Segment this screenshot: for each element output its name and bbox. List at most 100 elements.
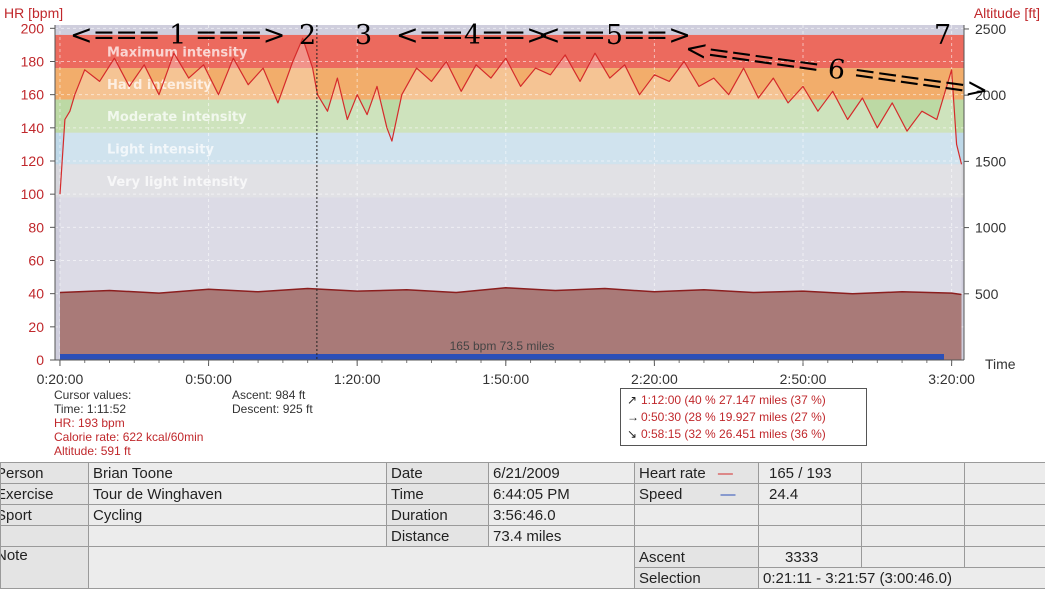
duration-label: Duration: [386, 504, 489, 526]
empty-cell: [964, 525, 1045, 547]
annotation-3: 3: [355, 20, 372, 51]
hr-altitude-chart[interactable]: Maximum intensity Hard intensity Moderate …: [0, 0, 1045, 462]
descent-value: Descent: 925 ft: [232, 402, 313, 416]
left-tick-label: 160: [21, 87, 45, 103]
zone-band-4: [55, 164, 964, 198]
time-label: Time: [386, 483, 489, 505]
arrow-down-right-icon: ↘: [627, 427, 638, 441]
empty-cell: [88, 525, 387, 547]
left-tick-label: 200: [21, 20, 45, 36]
left-tick-label: 140: [21, 120, 45, 136]
x-tick-label: 2:20:00: [631, 371, 678, 387]
x-tick-label: 0:20:00: [37, 371, 84, 387]
center-summary-label: 165 bpm 73.5 miles: [450, 339, 555, 353]
ascent-label: Ascent: [634, 546, 759, 568]
empty-cell: [861, 483, 965, 505]
zone-label-3: Light intensity: [107, 143, 214, 158]
time-value[interactable]: 6:44:05 PM: [488, 483, 635, 505]
zone-band-0: [55, 34, 964, 69]
empty-cell: [964, 462, 1045, 484]
zone-band-2: [55, 99, 964, 133]
selection-uphill-row: ↗ 1:12:00 (40 % 27.147 miles (37 %): [627, 392, 866, 409]
empty-cell: [634, 525, 759, 547]
selection-label: Selection: [634, 567, 759, 589]
x-axis-title: Time: [985, 356, 1016, 372]
exercise-label: Exercise: [0, 483, 89, 505]
empty-cell: [758, 504, 862, 526]
zone-label-2: Moderate intensity: [107, 110, 247, 125]
duration-value[interactable]: 3:56:46.0: [488, 504, 635, 526]
cursor-title: Cursor values:: [54, 388, 132, 402]
heart-rate-legend-icon: —: [717, 464, 733, 482]
left-tick-label: 80: [28, 219, 44, 235]
selection-flat-text: 0:50:30 (28 % 19.927 miles (27 %): [641, 410, 826, 424]
heart-rate-value: 165 / 193: [758, 462, 862, 484]
left-tick-label: 100: [21, 186, 45, 202]
empty-cell: [964, 504, 1045, 526]
empty-cell: [861, 525, 965, 547]
x-tick-label: 1:50:00: [482, 371, 529, 387]
selection-range-bar[interactable]: [60, 354, 944, 360]
zone-label-1: Hard intensity: [107, 78, 212, 93]
right-tick-label: 2000: [975, 87, 1006, 103]
table-row: Note Ascent 3333: [0, 546, 1045, 589]
x-tick-label: 2:50:00: [780, 371, 827, 387]
date-value[interactable]: 6/21/2009: [488, 462, 635, 484]
ascent-table-value: 3333: [758, 546, 862, 568]
empty-cell: [861, 504, 965, 526]
left-tick-label: 0: [36, 352, 44, 368]
sport-label: Sport: [0, 504, 89, 526]
table-row: Exercise Tour de Winghaven Time 6:44:05 …: [0, 483, 1045, 505]
exercise-value[interactable]: Tour de Winghaven: [88, 483, 387, 505]
table-row: Distance 73.4 miles: [0, 525, 1045, 547]
cursor-time: Time: 1:11:52: [54, 402, 127, 416]
selection-downhill-row: ↘ 0:58:15 (32 % 26.451 miles (36 %): [627, 426, 866, 443]
date-label: Date: [386, 462, 489, 484]
climb-panel: Ascent: 984 ft Descent: 925 ft: [232, 388, 313, 416]
right-tick-label: 1000: [975, 220, 1006, 236]
distance-value[interactable]: 73.4 miles: [488, 525, 635, 547]
left-tick-label: 120: [21, 153, 45, 169]
cursor-hr: HR: 193 bpm: [54, 416, 125, 430]
left-tick-label: 180: [21, 53, 45, 69]
note-value[interactable]: [88, 546, 635, 589]
empty-cell: [964, 546, 1045, 568]
table-row: Person Brian Toone Date 6/21/2009 Heart …: [0, 462, 1045, 484]
cursor-values-panel: Cursor values: Time: 1:11:52 HR: 193 bpm…: [54, 388, 203, 458]
table-row: Selection 0:21:11 - 3:21:57 (3:00:46.0): [1, 567, 1045, 589]
left-tick-label: 60: [28, 252, 44, 268]
empty-cell: [634, 504, 759, 526]
selection-downhill-text: 0:58:15 (32 % 26.451 miles (36 %): [641, 427, 826, 441]
zone-label-0: Maximum intensity: [107, 46, 248, 61]
annotation-7: 7: [934, 20, 951, 51]
distance-label: Distance: [386, 525, 489, 547]
empty-cell: [861, 546, 965, 568]
cursor-calorie-rate: Calorie rate: 622 kcal/60min: [54, 430, 204, 444]
sport-value[interactable]: Cycling: [88, 504, 387, 526]
altitude-line: [59, 287, 962, 296]
selection-value: 0:21:11 - 3:21:57 (3:00:46.0): [758, 567, 1045, 589]
annotation-4: <==4==>: [396, 20, 549, 51]
zone-band-3: [55, 132, 964, 165]
heart-rate-area: [60, 38, 962, 360]
empty-cell: [861, 462, 965, 484]
selection-uphill-text: 1:12:00 (40 % 27.147 miles (37 %): [641, 393, 826, 407]
heart-rate-line: [59, 37, 963, 195]
speed-label: Speed —: [634, 483, 759, 505]
arrow-up-right-icon: ↗: [627, 393, 638, 407]
person-value[interactable]: Brian Toone: [88, 462, 387, 484]
x-tick-label: 1:20:00: [334, 371, 381, 387]
selection-summary-box: ↗ 1:12:00 (40 % 27.147 miles (37 %) → 0:50…: [620, 388, 867, 446]
speed-legend-icon: —: [720, 485, 736, 503]
annotation-2: 2: [299, 20, 316, 51]
cursor-altitude: Altitude: 591 ft: [54, 444, 131, 458]
heart-rate-label: Heart rate —: [634, 462, 759, 484]
ascent-value: Ascent: 984 ft: [232, 388, 306, 402]
zone-label-4: Very light intensity: [107, 175, 248, 190]
right-tick-label: 1500: [975, 153, 1006, 169]
left-axis-title: HR [bpm]: [4, 5, 63, 21]
speed-value: 24.4: [758, 483, 862, 505]
empty-cell: [964, 483, 1045, 505]
right-tick-label: 2500: [975, 21, 1006, 37]
empty-cell: [0, 525, 89, 547]
